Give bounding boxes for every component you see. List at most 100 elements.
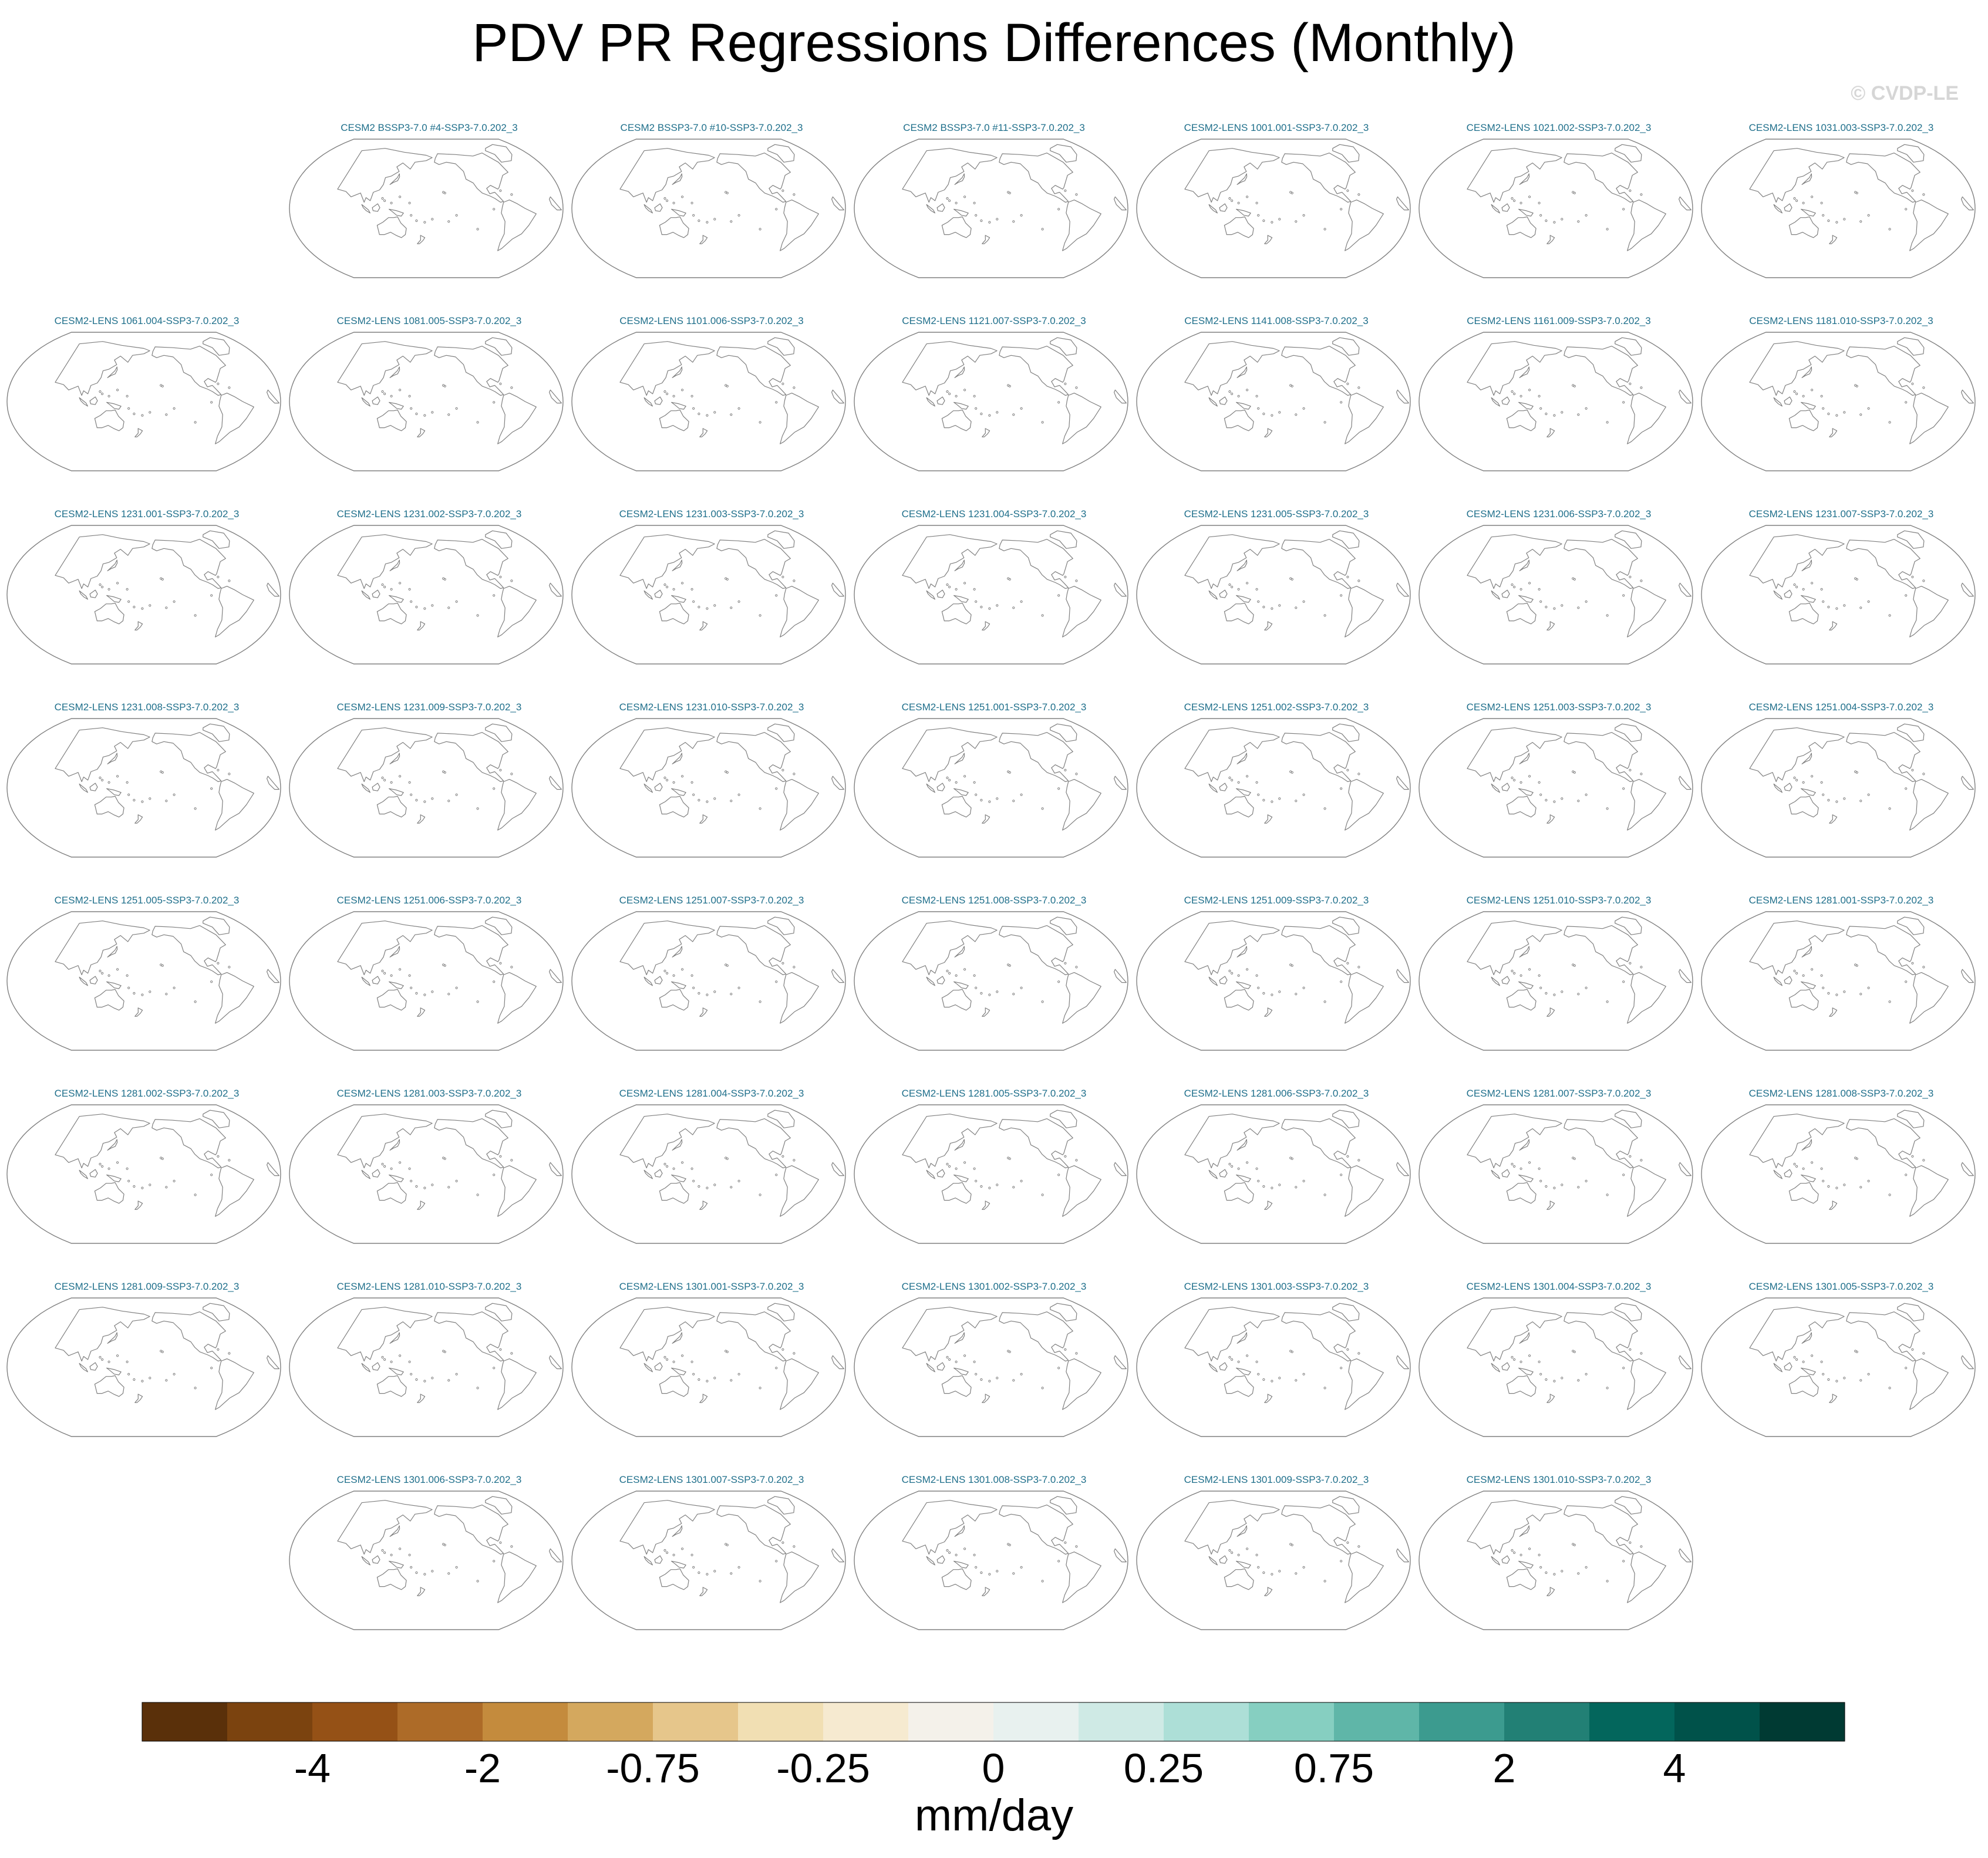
- coastline: [767, 1303, 795, 1321]
- coastline: [1788, 1182, 1819, 1204]
- coastline: [89, 589, 98, 598]
- coastline: [1749, 920, 1845, 976]
- island-coastline: [1511, 390, 1514, 393]
- map-boundary: [1136, 1297, 1411, 1437]
- coastline: [55, 1307, 150, 1362]
- coastline: [831, 582, 844, 597]
- island-coastline: [1041, 614, 1044, 617]
- island-coastline: [1020, 1373, 1023, 1375]
- map-panel: CESM2-LENS 1101.006-SSP3-7.0.202_3: [571, 313, 853, 503]
- coastline: [954, 173, 965, 185]
- coastline: [619, 1500, 715, 1555]
- colorbar-tick-label: 4: [1663, 1745, 1686, 1791]
- island-coastline: [988, 800, 991, 803]
- island-coastline: [1622, 980, 1625, 983]
- island-coastline: [1346, 962, 1349, 965]
- coastline: [389, 1525, 400, 1537]
- map-panel: CESM2-LENS 1301.003-SSP3-7.0.202_3: [1135, 1279, 1417, 1468]
- coastline: [389, 173, 400, 185]
- coastline: [1564, 1118, 1638, 1169]
- island-coastline: [1585, 1179, 1588, 1182]
- island-coastline: [1237, 1553, 1240, 1556]
- island-coastline: [116, 968, 119, 971]
- coastline: [1679, 969, 1692, 983]
- island-coastline: [1278, 604, 1281, 607]
- coastline: [1236, 1139, 1248, 1151]
- island-coastline: [681, 968, 684, 971]
- coastline: [55, 341, 150, 396]
- map-panel: CESM2-LENS 1301.010-SSP3-7.0.202_3: [1418, 1472, 1700, 1661]
- island-coastline: [759, 1580, 761, 1583]
- coastline: [1114, 775, 1127, 790]
- island-coastline: [1822, 600, 1825, 603]
- island-coastline: [1262, 992, 1265, 995]
- island-coastline: [1827, 605, 1830, 609]
- panel-title: CESM2-LENS 1281.009-SSP3-7.0.202_3: [54, 1281, 240, 1292]
- island-coastline: [706, 221, 709, 224]
- panel-title: CESM2-LENS 1251.002-SSP3-7.0.202_3: [1184, 702, 1369, 713]
- island-coastline: [963, 195, 966, 198]
- island-coastline: [1822, 1179, 1825, 1182]
- island-coastline: [1357, 966, 1360, 969]
- coastline: [982, 235, 990, 244]
- colorbar-swatch: [1419, 1702, 1505, 1741]
- map-boundary: [1418, 139, 1693, 278]
- island-coastline: [1606, 1000, 1609, 1003]
- island-coastline: [1811, 582, 1814, 585]
- coastline: [389, 753, 400, 764]
- island-coastline: [399, 1354, 402, 1357]
- colorbar-swatch: [1589, 1702, 1675, 1741]
- island-coastline: [1513, 1358, 1516, 1361]
- coastline: [716, 925, 791, 976]
- island-coastline: [423, 800, 426, 803]
- panel-title: CESM2-LENS 1141.008-SSP3-7.0.202_3: [1184, 315, 1369, 326]
- island-coastline: [663, 1355, 666, 1359]
- island-coastline: [431, 797, 434, 800]
- panel-title: CESM2-LENS 1251.010-SSP3-7.0.202_3: [1466, 895, 1652, 906]
- island-coastline: [1255, 974, 1258, 977]
- island-coastline: [1528, 389, 1531, 392]
- coastline: [1281, 1311, 1356, 1362]
- island-coastline: [1622, 594, 1625, 597]
- map-panel: CESM2-LENS 1231.008-SSP3-7.0.202_3: [6, 700, 288, 889]
- coastline: [1062, 1552, 1101, 1603]
- island-coastline: [1295, 220, 1298, 223]
- island-coastline: [663, 197, 666, 200]
- map-boundary: [854, 718, 1128, 858]
- coastline: [643, 204, 653, 214]
- island-coastline: [1295, 1572, 1298, 1575]
- map-boundary: [289, 1297, 564, 1437]
- coastline: [1627, 779, 1666, 831]
- coastline: [1519, 1139, 1530, 1151]
- island-coastline: [476, 1193, 479, 1196]
- coastline: [549, 775, 562, 790]
- coastline: [134, 1394, 143, 1403]
- island-coastline: [476, 421, 479, 424]
- coastline: [671, 788, 686, 796]
- island-coastline: [1511, 583, 1514, 586]
- island-coastline: [980, 412, 983, 416]
- coastline: [215, 972, 254, 1024]
- coastline: [434, 732, 508, 783]
- world-map: [1136, 139, 1411, 278]
- island-coastline: [975, 793, 978, 796]
- island-coastline: [1075, 386, 1078, 389]
- island-coastline: [1561, 218, 1564, 221]
- coastline: [716, 539, 791, 589]
- island-coastline: [975, 1373, 978, 1375]
- coastline: [1114, 196, 1127, 211]
- coastline: [1773, 1169, 1783, 1179]
- map-panel: CESM2-LENS 1141.008-SSP3-7.0.202_3: [1135, 313, 1417, 503]
- island-coastline: [663, 583, 666, 586]
- coastline: [659, 989, 689, 1011]
- map-panel: CESM2-LENS 1301.004-SSP3-7.0.202_3: [1418, 1279, 1700, 1468]
- coastline: [671, 208, 686, 217]
- island-coastline: [980, 219, 983, 222]
- island-coastline: [737, 600, 740, 603]
- coastline: [1467, 341, 1562, 396]
- island-coastline: [1231, 1165, 1234, 1168]
- coastline: [1236, 981, 1251, 989]
- coastline: [1050, 1496, 1077, 1515]
- coastline: [106, 1367, 122, 1375]
- coastline: [1784, 396, 1792, 405]
